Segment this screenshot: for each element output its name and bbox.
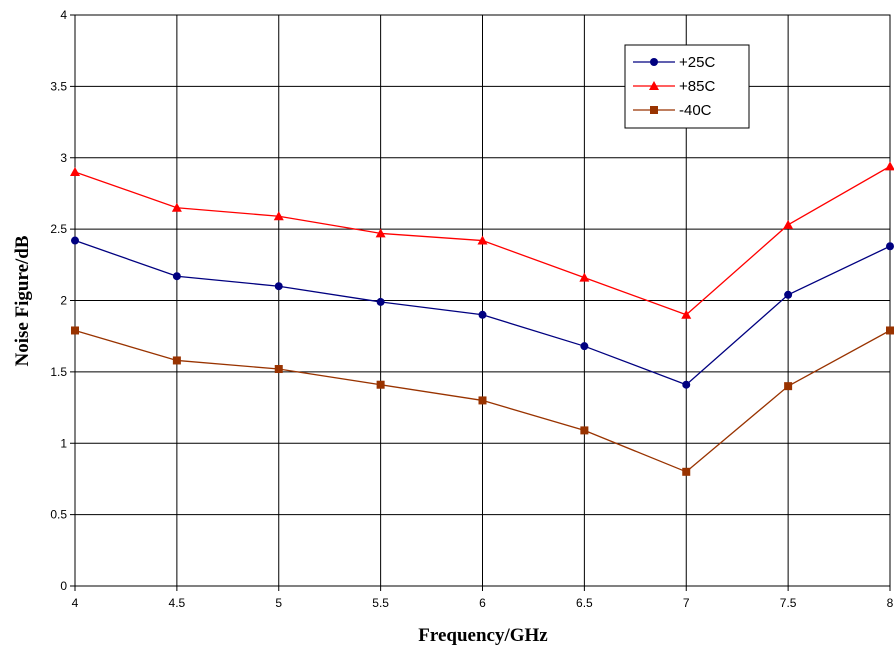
y-tick-label: 0.5 [50,508,67,522]
data-point [478,310,487,319]
tick-labels: 0 0.5 1 1.5 2 2.5 3 3.5 4 4 4.5 5 5.5 6 6.5 7 7.5 8 [50,8,893,610]
y-axis-title: Noise Figure/dB [12,235,33,366]
data-point [274,365,283,374]
data-point [886,326,894,335]
data-point [172,272,181,281]
data-point [172,356,181,365]
x-tick-label: 4 [72,596,79,610]
legend-marker [650,106,658,114]
data-point [376,297,385,306]
series-25C [71,236,894,389]
series-40C [71,326,894,476]
legend-item: -40C [633,102,712,119]
x-tick-label: 7 [683,596,690,610]
data-point [376,380,385,389]
data-point [784,382,793,391]
series-layer [70,161,894,476]
legend-marker [649,81,659,90]
legend-marker [650,58,658,66]
data-point [580,342,589,351]
y-tick-label: 3 [60,151,67,165]
data-point [783,219,794,229]
data-point [682,380,691,389]
grid [70,14,891,591]
y-tick-label: 4 [60,8,67,22]
legend: +25C +85C -40C [624,44,750,129]
series-85C [70,161,894,319]
data-point [71,236,79,245]
legend-label: -40C [679,102,712,119]
x-tick-label: 5 [275,596,282,610]
x-tick-label: 6.5 [576,596,593,610]
x-tick-label: 6 [479,596,486,610]
plot-area-border [74,14,891,587]
x-tick-label: 8 [887,596,894,610]
legend-item: +85C [633,78,715,95]
y-tick-label: 1.5 [50,365,67,379]
y-tick-label: 3.5 [50,79,67,93]
data-point [681,309,692,319]
legend-item: +25C [633,54,715,71]
data-point [886,242,894,251]
data-point [171,202,182,212]
y-tick-label: 2 [60,294,67,308]
x-tick-label: 7.5 [780,596,797,610]
data-point [71,326,79,335]
y-tick-label: 2.5 [50,222,67,236]
y-tick-label: 0 [60,579,67,593]
x-tick-label: 4.5 [169,596,186,610]
data-point [579,272,590,282]
data-point [375,228,386,238]
data-point [885,161,894,171]
data-point [70,167,80,177]
data-point [478,396,487,405]
x-tick-label: 5.5 [372,596,389,610]
data-point [477,235,488,245]
data-point [274,282,283,291]
x-axis-title: Frequency/GHz [418,625,548,646]
data-point [682,467,691,476]
data-point [580,426,589,435]
legend-label: +85C [679,78,715,95]
y-tick-label: 1 [60,436,67,450]
data-point [784,290,793,299]
data-point [273,211,284,221]
legend-label: +25C [679,54,715,71]
